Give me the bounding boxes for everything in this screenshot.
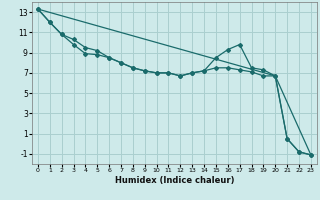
X-axis label: Humidex (Indice chaleur): Humidex (Indice chaleur) (115, 176, 234, 185)
